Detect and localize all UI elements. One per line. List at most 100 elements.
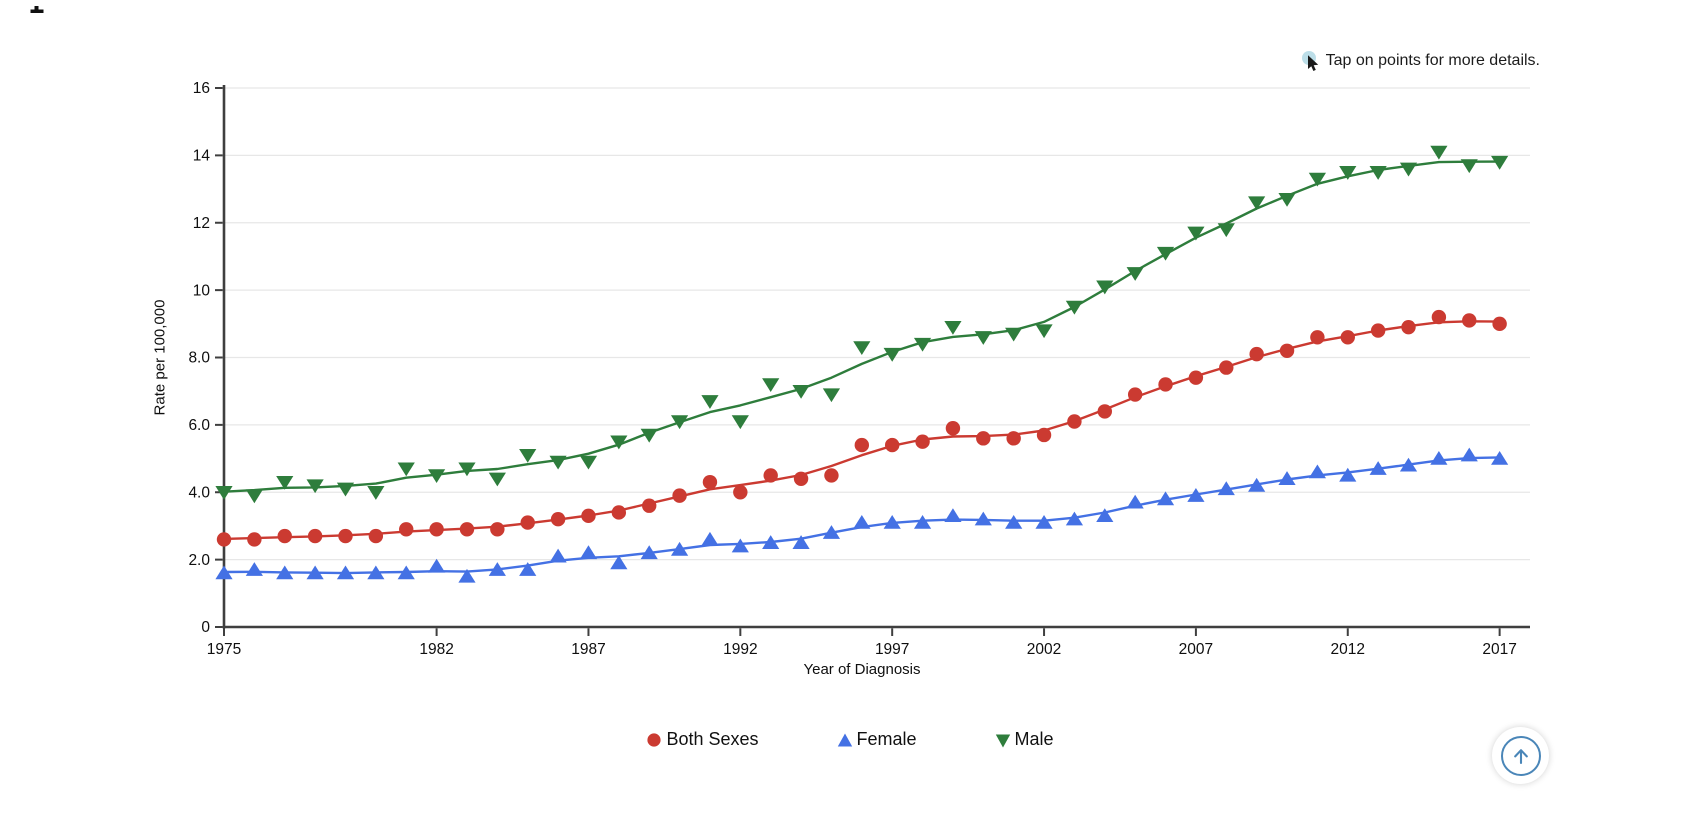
data-point[interactable] [822, 525, 841, 539]
data-point[interactable] [1158, 377, 1173, 392]
data-point[interactable] [1462, 313, 1477, 328]
data-point[interactable] [519, 562, 537, 576]
legend-item-male[interactable]: Male [995, 729, 1054, 750]
data-point[interactable] [854, 437, 870, 453]
data-point[interactable] [1036, 427, 1052, 443]
legend-item-female[interactable]: Female [837, 729, 917, 750]
data-point[interactable] [1065, 511, 1084, 526]
data-point[interactable] [944, 508, 962, 523]
data-point[interactable] [1430, 450, 1448, 465]
data-point[interactable] [399, 522, 414, 537]
data-point[interactable] [610, 555, 628, 570]
data-point[interactable] [701, 531, 719, 546]
data-point[interactable] [307, 528, 323, 544]
data-point[interactable] [579, 455, 598, 470]
data-point[interactable] [397, 462, 415, 477]
data-point[interactable] [1187, 226, 1205, 241]
data-point[interactable] [367, 565, 385, 580]
data-point[interactable] [549, 548, 567, 563]
data-point[interactable] [428, 469, 446, 484]
data-point[interactable] [1065, 300, 1084, 315]
data-point[interactable] [550, 512, 566, 527]
data-point[interactable] [519, 448, 537, 463]
data-point[interactable] [1340, 330, 1355, 345]
data-point[interactable] [306, 479, 324, 494]
legend-item-both-sexes[interactable]: Both Sexes [646, 729, 759, 750]
data-point[interactable] [1430, 145, 1448, 160]
data-point[interactable] [1005, 514, 1023, 529]
data-point[interactable] [429, 522, 444, 537]
data-point[interactable] [490, 522, 505, 537]
data-point[interactable] [701, 395, 719, 409]
data-point[interactable] [793, 471, 809, 486]
chart-plot-area[interactable]: 1975 1982 1987 1992 1997 2002 2007 2012 2017 16 14… [0, 0, 1700, 700]
data-point[interactable] [1369, 461, 1387, 475]
data-point[interactable] [1249, 346, 1264, 362]
data-point[interactable] [277, 528, 292, 544]
data-point[interactable] [1096, 280, 1114, 295]
data-point[interactable] [428, 558, 446, 573]
data-point[interactable] [1035, 324, 1053, 339]
data-point[interactable] [579, 545, 598, 560]
data-point[interactable] [731, 538, 749, 553]
data-point[interactable] [1127, 387, 1143, 402]
data-point[interactable] [1370, 323, 1386, 338]
data-point[interactable] [1187, 488, 1205, 502]
data-point[interactable] [974, 331, 992, 345]
data-point[interactable] [1217, 223, 1235, 238]
data-point[interactable] [883, 514, 901, 529]
data-point[interactable] [1006, 431, 1021, 446]
data-point[interactable] [1492, 316, 1507, 332]
data-point[interactable] [306, 565, 324, 580]
data-point[interactable] [611, 505, 627, 520]
data-point[interactable] [245, 562, 263, 576]
data-point[interactable] [884, 437, 900, 453]
data-point[interactable] [670, 415, 689, 430]
data-point[interactable] [215, 565, 233, 580]
data-point[interactable] [397, 565, 415, 580]
data-point[interactable] [945, 421, 961, 436]
data-point[interactable] [1219, 360, 1234, 375]
data-point[interactable] [1097, 404, 1112, 419]
data-point[interactable] [1005, 327, 1023, 342]
data-point[interactable] [459, 522, 475, 537]
data-point[interactable] [1248, 196, 1266, 211]
data-point[interactable] [276, 565, 294, 580]
data-point[interactable] [1401, 319, 1416, 335]
scroll-to-top-button[interactable] [1492, 727, 1549, 784]
data-point[interactable] [763, 468, 778, 483]
data-point[interactable] [276, 475, 294, 490]
data-point[interactable] [488, 562, 506, 576]
data-point[interactable] [245, 489, 263, 504]
data-point[interactable] [792, 384, 810, 399]
data-point[interactable] [1460, 447, 1478, 462]
data-point[interactable] [915, 434, 930, 449]
data-point[interactable] [824, 468, 839, 483]
data-point[interactable] [672, 488, 687, 503]
data-point[interactable] [549, 455, 567, 470]
data-point[interactable] [640, 545, 658, 560]
data-point[interactable] [458, 568, 476, 583]
data-point[interactable] [1308, 464, 1326, 479]
data-point[interactable] [488, 472, 506, 487]
data-point[interactable] [1279, 343, 1295, 358]
data-point[interactable] [1188, 370, 1204, 385]
data-point[interactable] [1278, 192, 1296, 207]
data-point[interactable] [1035, 514, 1053, 529]
data-point[interactable] [1310, 330, 1325, 345]
data-point[interactable] [762, 535, 780, 549]
data-point[interactable] [247, 532, 262, 547]
data-point[interactable] [1096, 508, 1114, 523]
data-point[interactable] [913, 337, 932, 352]
data-point[interactable] [1491, 450, 1509, 465]
data-point[interactable] [670, 541, 689, 556]
data-point[interactable] [853, 514, 871, 529]
data-point[interactable] [731, 415, 749, 430]
data-point[interactable] [792, 535, 810, 549]
data-point[interactable] [1491, 155, 1509, 170]
data-point[interactable] [1431, 309, 1447, 325]
data-point[interactable] [944, 320, 962, 335]
data-point[interactable] [702, 474, 718, 490]
data-point[interactable] [520, 515, 535, 530]
data-point[interactable] [1460, 159, 1478, 174]
